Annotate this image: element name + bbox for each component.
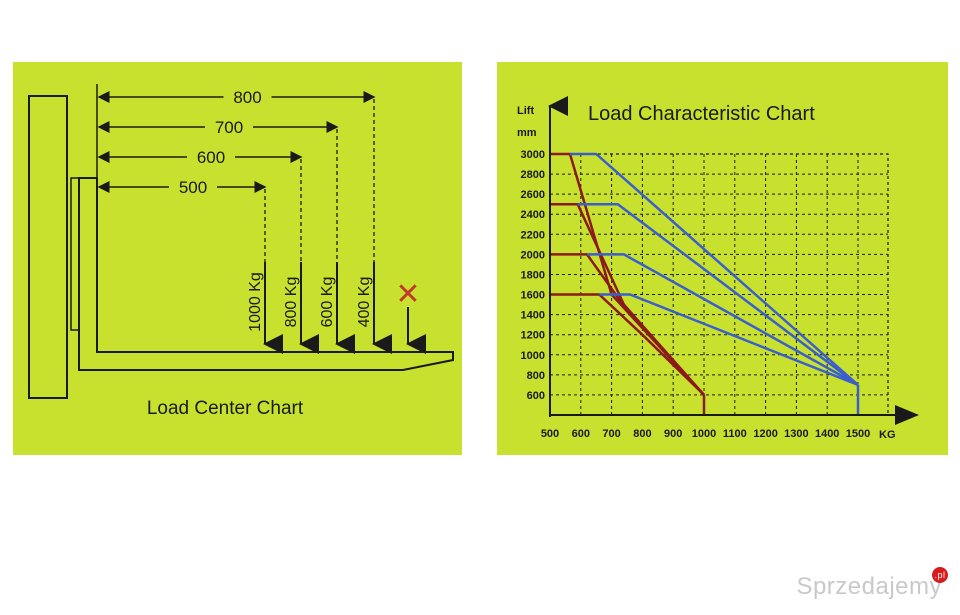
x-tick-label: 600 xyxy=(572,428,590,440)
x-tick-label: 700 xyxy=(602,428,620,440)
y-tick-label: 600 xyxy=(527,390,545,402)
x-tick-label: 1200 xyxy=(753,428,777,440)
series-line xyxy=(577,202,859,386)
y-axis-unit: mm xyxy=(517,127,537,139)
series-line xyxy=(570,152,859,386)
load-label: 1000 Kg xyxy=(247,272,264,332)
x-tick-label: 1400 xyxy=(815,428,839,440)
y-tick-label: 1800 xyxy=(521,269,545,281)
x-axis-unit: KG xyxy=(879,429,896,441)
mast xyxy=(28,95,68,399)
forbidden-load-mark: ✕ xyxy=(395,278,426,354)
left-chart-title: Load Center Chart xyxy=(147,398,304,419)
load-label: 400 Kg xyxy=(356,277,373,328)
load-characteristic-panel: Lift mm Load Characteristic Chart 500 600… xyxy=(497,62,948,455)
watermark-suffix: .pl xyxy=(932,567,948,583)
watermark-logo: Sprzedajemy .pl xyxy=(796,567,948,601)
x-tick-label: 1100 xyxy=(723,428,747,440)
series-line xyxy=(599,293,859,387)
svg-text:✕: ✕ xyxy=(395,278,420,311)
x-tick-label: 500 xyxy=(541,428,559,440)
chart-series xyxy=(550,152,860,415)
y-tick-label: 2000 xyxy=(521,249,545,261)
y-tick-label: 800 xyxy=(527,370,545,382)
x-tick-label: 800 xyxy=(633,428,651,440)
x-tick-label: 1500 xyxy=(846,428,870,440)
carriage xyxy=(70,177,80,331)
dimension-lines: 800 400 Kg 700 600 Kg 600 800 Kg 500 1000 Kg xyxy=(97,88,392,354)
y-tick-label: 1400 xyxy=(521,310,545,322)
y-tick-label: 2800 xyxy=(521,169,545,181)
fork xyxy=(78,177,454,371)
y-tick-label: 2600 xyxy=(521,189,545,201)
series-line xyxy=(550,152,705,396)
dimension-label: 600 xyxy=(197,148,225,167)
y-tick-label: 1600 xyxy=(521,290,545,302)
x-tick-label: 1000 xyxy=(692,428,716,440)
load-center-panel: 800 400 Kg 700 600 Kg 600 800 Kg 500 1000 Kg ✕ … xyxy=(13,62,462,455)
chart-title: Load Characteristic Chart xyxy=(588,103,815,125)
y-tick-label: 1200 xyxy=(521,330,545,342)
load-label: 800 Kg xyxy=(283,277,300,328)
x-tick-label: 1300 xyxy=(784,428,808,440)
series-line xyxy=(550,202,705,396)
series-line xyxy=(550,253,705,396)
y-axis-label: Lift xyxy=(517,105,534,117)
dimension-label: 700 xyxy=(215,118,243,137)
y-tick-label: 1000 xyxy=(521,350,545,362)
y-tick-label: 2200 xyxy=(521,229,545,241)
y-tick-label: 3000 xyxy=(521,149,545,161)
series-line xyxy=(587,253,859,386)
load-characteristic-chart: Lift mm Load Characteristic Chart 500 600… xyxy=(517,96,919,441)
watermark-text: Sprzedajemy xyxy=(796,573,942,600)
y-tick-label: 2400 xyxy=(521,209,545,221)
dimension-label: 800 xyxy=(233,88,261,107)
chart-ticks: 500 600 700 800 900 1000 1100 1200 1300 1400 1500 6… xyxy=(521,149,871,440)
load-label: 600 Kg xyxy=(319,277,336,328)
dimension-label: 500 xyxy=(179,178,207,197)
series-line xyxy=(550,293,705,396)
x-tick-label: 900 xyxy=(664,428,682,440)
